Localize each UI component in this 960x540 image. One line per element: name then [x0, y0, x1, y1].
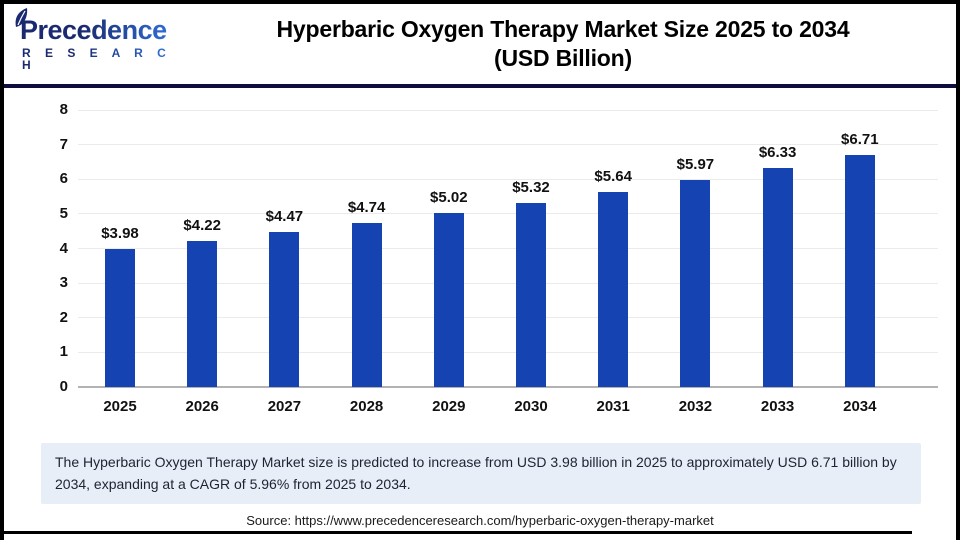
bar-value-label: $3.98	[101, 225, 139, 243]
y-gridline	[78, 282, 938, 284]
bar	[433, 213, 464, 387]
bar-value-label: $5.64	[594, 167, 632, 185]
bar	[844, 154, 875, 387]
header: Precedence R E S E A R C H Hyperbaric Ox…	[4, 4, 956, 84]
bar	[269, 232, 300, 387]
bar	[516, 202, 546, 387]
y-gridline	[78, 109, 938, 111]
source-line: Source: https://www.precedenceresearch.c…	[246, 513, 714, 528]
x-axis-category-label: 2025	[103, 398, 137, 415]
bar	[351, 222, 382, 387]
bar-value-label: $4.47	[265, 208, 304, 226]
x-axis-category-label: 2032	[678, 398, 713, 415]
x-axis-line	[78, 386, 938, 388]
y-axis-tick-label: 7	[59, 135, 68, 153]
x-axis-category-label: 2027	[267, 398, 302, 415]
title-line-1: Hyperbaric Oxygen Therapy Market Size 20…	[276, 16, 850, 42]
x-axis-category-label: 2034	[843, 398, 877, 415]
bar-chart: 0 1 2 3 4 5 6 7 8 $3.98 2025 $4.22 2026 $4.47 2027 $4.7…	[4, 88, 956, 436]
y-gridline	[78, 144, 938, 146]
summary-note: The Hyperbaric Oxygen Therapy Market siz…	[41, 443, 921, 505]
bar-value-label: $5.02	[430, 189, 468, 207]
bar-value-label: $4.22	[183, 216, 221, 234]
bar	[187, 240, 218, 387]
bar-value-label: $6.33	[758, 143, 797, 161]
x-axis-category-label: 2031	[596, 398, 630, 415]
title-line-2: (USD Billion)	[494, 45, 632, 71]
x-axis-category-label: 2029	[432, 398, 466, 415]
y-axis-tick-label: 1	[59, 343, 68, 361]
summary-note-text: The Hyperbaric Oxygen Therapy Market siz…	[55, 454, 897, 492]
bar-value-label: $5.97	[676, 156, 715, 174]
x-axis-category-label: 2028	[349, 398, 384, 415]
y-axis-tick-label: 3	[59, 274, 68, 292]
leaf-icon	[15, 8, 28, 27]
bar-value-label: $4.74	[347, 198, 386, 216]
brand-subname: R E S E A R C H	[18, 47, 178, 71]
x-axis-category-label: 2026	[185, 398, 219, 415]
y-gridline	[78, 178, 938, 180]
y-axis-tick-label: 0	[59, 378, 68, 395]
bar	[762, 167, 793, 387]
y-gridline	[78, 213, 938, 215]
bar	[105, 249, 135, 387]
bar	[598, 191, 629, 387]
bar-value-label: $5.32	[512, 178, 550, 196]
y-axis-tick-label: 2	[59, 308, 68, 326]
y-axis-tick-label: 6	[59, 170, 68, 188]
header-divider	[4, 84, 956, 88]
x-axis-category-label: 2030	[514, 398, 548, 415]
y-gridline	[78, 248, 938, 249]
x-axis-category-label: 2033	[760, 398, 795, 415]
bar	[680, 180, 711, 387]
y-axis-tick-label: 4	[59, 239, 68, 257]
bottom-divider	[4, 531, 912, 534]
y-gridline	[78, 317, 938, 319]
y-axis-tick-label: 5	[59, 204, 68, 222]
chart-title: Hyperbaric Oxygen Therapy Market Size 20…	[178, 15, 956, 73]
bar-value-label: $6.71	[841, 130, 879, 148]
brand-logo: Precedence R E S E A R C H	[4, 8, 178, 71]
y-axis-tick-label: 8	[59, 101, 68, 118]
y-gridline	[78, 351, 938, 353]
brand-name: Precedence	[18, 17, 178, 44]
